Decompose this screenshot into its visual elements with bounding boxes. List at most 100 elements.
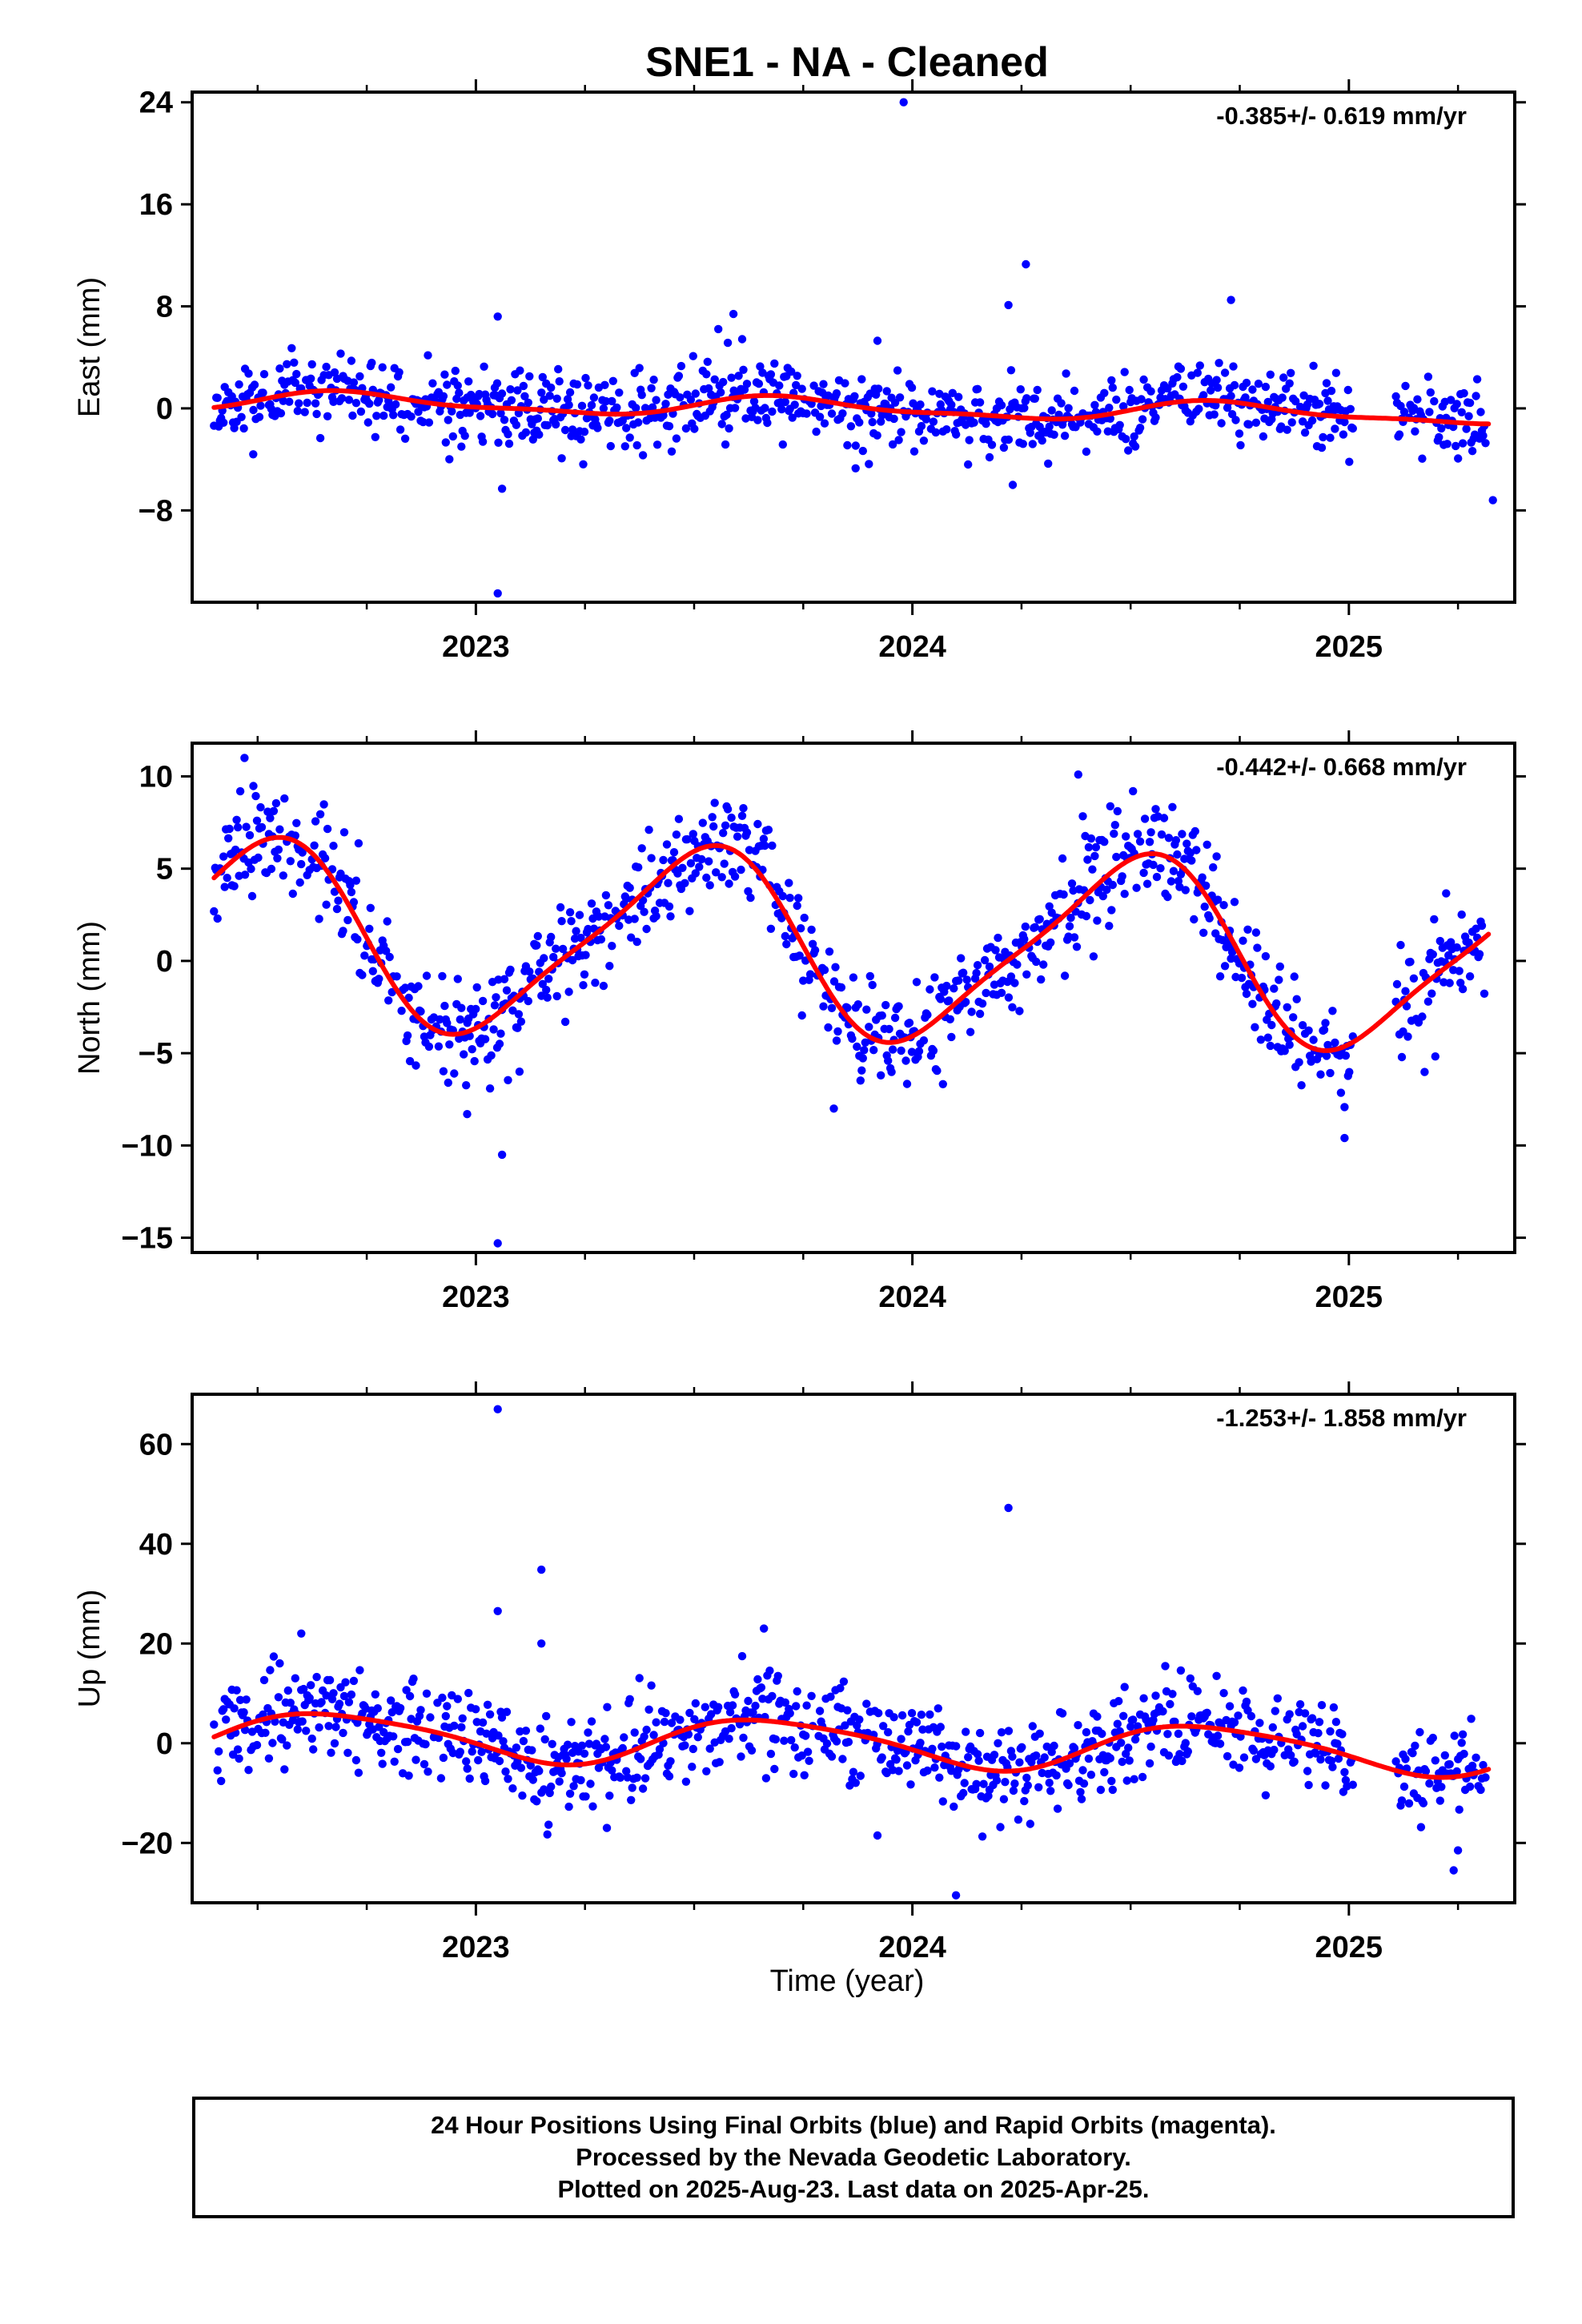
data-point: [339, 927, 347, 935]
y-tick-label: −5: [139, 1037, 173, 1071]
data-point: [480, 362, 488, 371]
data-point: [242, 822, 251, 831]
data-point: [893, 366, 902, 375]
data-point: [797, 924, 805, 933]
data-point: [1261, 951, 1271, 961]
data-point: [377, 1748, 386, 1757]
data-point: [1340, 417, 1349, 427]
data-point: [367, 358, 376, 368]
data-point: [902, 1761, 912, 1770]
data-point: [247, 891, 257, 901]
data-point: [1468, 1761, 1477, 1771]
data-point: [1315, 400, 1324, 408]
data-point: [725, 879, 733, 888]
outlier-point: [249, 450, 258, 459]
data-point: [1406, 957, 1415, 967]
x-tick-label: 2025: [1315, 1931, 1383, 1964]
data-point: [787, 1735, 796, 1745]
data-point: [1249, 1746, 1259, 1755]
data-point: [438, 971, 447, 981]
data-point: [1187, 856, 1196, 865]
data-point: [966, 1027, 975, 1036]
data-point: [1119, 402, 1128, 411]
outlier-point: [760, 1624, 769, 1633]
data-point: [1210, 410, 1219, 419]
data-point: [283, 1686, 292, 1695]
data-point: [1421, 1767, 1431, 1775]
y-axis-label: North (mm): [73, 921, 106, 1075]
data-point: [1275, 962, 1285, 971]
data-point: [992, 1776, 1002, 1785]
data-point: [1298, 1021, 1307, 1030]
data-point: [763, 418, 772, 428]
data-point: [244, 369, 253, 378]
data-point: [1345, 457, 1354, 466]
data-point: [450, 1069, 459, 1078]
data-point: [349, 898, 359, 907]
data-point: [636, 1755, 645, 1763]
data-point: [279, 871, 287, 880]
data-point: [1343, 385, 1353, 395]
data-point: [888, 1045, 897, 1054]
data-point: [1334, 1754, 1343, 1763]
data-point: [1298, 417, 1307, 426]
data-point: [640, 1732, 648, 1741]
data-point: [1178, 382, 1188, 391]
data-point: [1166, 1699, 1174, 1709]
data-point: [1176, 364, 1186, 373]
data-point: [1266, 370, 1275, 379]
data-point: [230, 1704, 239, 1713]
data-point: [612, 403, 621, 412]
data-point: [1168, 1690, 1177, 1699]
data-point: [662, 840, 672, 849]
data-point: [766, 1749, 776, 1759]
data-point: [1263, 1033, 1273, 1042]
data-point: [1418, 1012, 1427, 1021]
data-point: [1435, 1796, 1445, 1805]
data-point: [1059, 890, 1068, 899]
data-point: [543, 1830, 552, 1839]
data-point: [390, 1757, 399, 1766]
data-point: [1205, 914, 1214, 923]
data-point: [1411, 1741, 1419, 1751]
data-point: [707, 1710, 716, 1719]
data-point: [322, 362, 331, 372]
data-point: [1261, 382, 1271, 392]
data-point: [1060, 971, 1070, 980]
data-point: [375, 396, 383, 404]
data-point: [676, 1715, 685, 1724]
data-point: [247, 864, 255, 874]
data-point: [974, 1756, 983, 1765]
data-point: [351, 876, 361, 885]
y-tick-label: 0: [156, 1727, 173, 1761]
data-point: [453, 381, 462, 390]
data-point: [936, 1723, 946, 1731]
data-point: [580, 1749, 589, 1758]
data-point: [897, 1711, 907, 1720]
data-point: [1287, 368, 1295, 377]
data-point: [235, 786, 245, 796]
data-point: [952, 430, 961, 439]
data-point: [497, 1713, 507, 1722]
data-point: [865, 971, 875, 981]
data-point: [695, 862, 704, 871]
data-point: [705, 1744, 714, 1753]
data-point: [325, 1675, 335, 1685]
data-point: [640, 907, 648, 916]
data-point: [727, 813, 736, 822]
data-point: [1032, 957, 1041, 967]
data-point: [1082, 447, 1091, 456]
data-point: [778, 440, 787, 449]
data-point: [1291, 396, 1300, 406]
data-point: [525, 967, 534, 976]
data-point: [320, 854, 330, 862]
data-point: [827, 1752, 837, 1761]
data-point: [685, 907, 694, 915]
data-point: [1248, 999, 1257, 1008]
data-point: [994, 933, 1002, 943]
data-point: [827, 409, 837, 418]
data-point: [464, 377, 473, 386]
data-point: [572, 380, 582, 389]
data-point: [782, 939, 791, 949]
data-point: [917, 421, 926, 431]
